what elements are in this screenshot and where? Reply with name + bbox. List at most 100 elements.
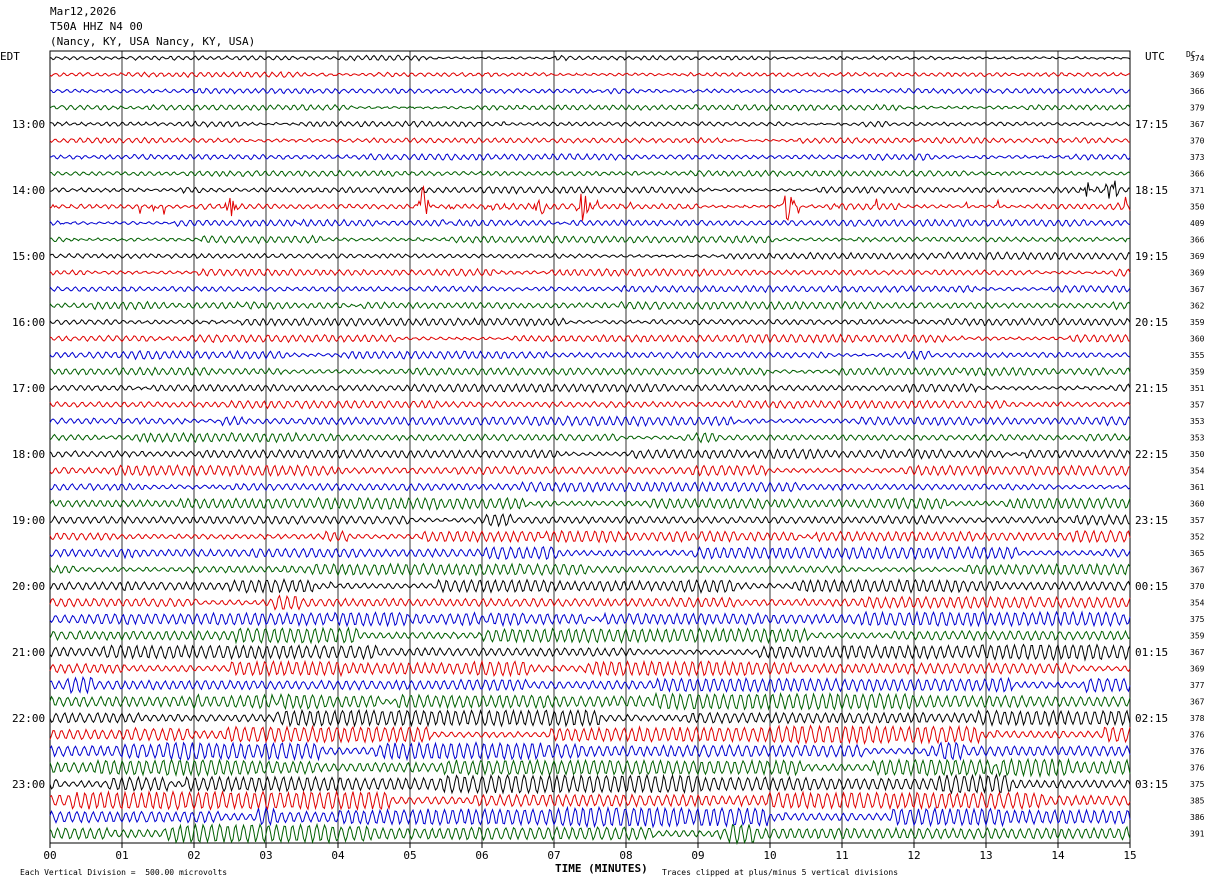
trace-row (49, 382, 1131, 394)
trace-row (49, 136, 1131, 145)
dc-offset-label: 369 (1190, 71, 1205, 80)
dc-offset-label: 385 (1190, 797, 1205, 806)
utc-hour-label: 19:15 (1135, 250, 1168, 263)
utc-hour-label: 03:15 (1135, 778, 1168, 791)
dc-offset-label: 360 (1190, 335, 1205, 344)
dc-offset-label: 359 (1190, 368, 1205, 377)
trace-row (49, 284, 1131, 294)
trace-row (49, 594, 1131, 611)
dc-offset-label: 376 (1190, 747, 1205, 756)
dc-offset-label: 357 (1190, 516, 1205, 525)
trace-row (49, 185, 1131, 221)
dc-offset-label: 409 (1190, 219, 1205, 228)
edt-hour-label: 16:00 (12, 316, 45, 329)
dc-offset-label: 370 (1190, 582, 1205, 591)
trace-row (49, 300, 1131, 311)
dc-offset-label: 359 (1190, 318, 1205, 327)
x-tick-label: 10 (763, 849, 776, 862)
trace-row (49, 513, 1131, 528)
x-tick-label: 05 (403, 849, 416, 862)
dc-offset-label: 375 (1190, 615, 1205, 624)
header-location: (Nancy, KY, USA Nancy, KY, USA) (50, 35, 256, 48)
x-tick-label: 06 (475, 849, 488, 862)
dc-offset-label: 374 (1190, 54, 1205, 63)
dc-offset-label: 353 (1190, 417, 1205, 426)
dc-offset-label: 370 (1190, 137, 1205, 146)
dc-offset-label: 354 (1190, 599, 1205, 608)
trace-row (49, 773, 1131, 795)
trace-row (49, 757, 1131, 779)
dc-label: DC (1186, 50, 1196, 59)
edt-hour-label: 14:00 (12, 184, 45, 197)
trace-row (49, 463, 1131, 478)
utc-hour-label: 18:15 (1135, 184, 1168, 197)
footer-scale-note: Each Vertical Division = 500.00 microvol… (20, 868, 228, 877)
trace-row (49, 317, 1131, 327)
trace-row (49, 643, 1131, 662)
minute-grid (49, 50, 1131, 848)
utc-axis-label: UTC (1145, 50, 1165, 63)
dc-offset-label: 391 (1190, 830, 1205, 839)
trace-row (49, 169, 1131, 178)
dc-offset-label: 367 (1190, 648, 1205, 657)
dc-offset-label: 361 (1190, 483, 1205, 492)
edt-hour-label: 18:00 (12, 448, 45, 461)
edt-axis-label: EDT (0, 50, 20, 63)
footer-clip-note: Traces clipped at plus/minus 5 vertical … (662, 868, 899, 877)
trace-row (49, 415, 1131, 428)
trace-row (49, 822, 1131, 846)
trace-row (49, 71, 1131, 79)
dc-offset-label: 366 (1190, 236, 1205, 245)
edt-hour-label: 13:00 (12, 118, 45, 131)
edt-hour-label: 21:00 (12, 646, 45, 659)
dc-offset-label: 367 (1190, 120, 1205, 129)
x-tick-label: 09 (691, 849, 704, 862)
trace-row (49, 234, 1131, 245)
x-tick-label: 04 (331, 849, 345, 862)
dc-offset-label: 366 (1190, 170, 1205, 179)
seismic-traces (49, 54, 1131, 846)
utc-hour-label: 20:15 (1135, 316, 1168, 329)
trace-row (49, 626, 1131, 645)
utc-hour-label: 22:15 (1135, 448, 1168, 461)
edt-hour-label: 22:00 (12, 712, 45, 725)
trace-row (49, 448, 1131, 460)
trace-row (49, 496, 1131, 512)
dc-offset-label: 376 (1190, 764, 1205, 773)
dc-offset-label: 366 (1190, 87, 1205, 96)
trace-row (49, 545, 1131, 561)
dc-offset-label: 369 (1190, 252, 1205, 261)
trace-row (49, 676, 1131, 695)
trace-row (49, 480, 1131, 494)
trace-row (49, 805, 1131, 829)
trace-row (49, 180, 1131, 199)
trace-row (49, 349, 1131, 361)
trace-row (49, 333, 1131, 345)
x-tick-label: 08 (619, 849, 632, 862)
dc-offset-label: 367 (1190, 698, 1205, 707)
utc-hour-label: 23:15 (1135, 514, 1168, 527)
edt-hour-label: 23:00 (12, 778, 45, 791)
dc-offset-label: 352 (1190, 533, 1205, 542)
x-tick-label: 14 (1051, 849, 1065, 862)
dc-offset-label: 350 (1190, 450, 1205, 459)
dc-offset-label: 386 (1190, 813, 1205, 822)
x-tick-label: 00 (43, 849, 56, 862)
trace-row (49, 724, 1131, 746)
dc-offset-label: 350 (1190, 203, 1205, 212)
header-date: Mar12,2026 (50, 5, 117, 18)
trace-row (49, 251, 1131, 261)
x-tick-label: 02 (187, 849, 200, 862)
edt-hour-label: 20:00 (12, 580, 45, 593)
dc-offset-label: 367 (1190, 285, 1205, 294)
dc-offset-label: 355 (1190, 351, 1205, 360)
dc-offset-label: 362 (1190, 302, 1205, 311)
trace-row (49, 54, 1131, 62)
trace-row (49, 610, 1131, 628)
edt-hour-label: 19:00 (12, 514, 45, 527)
dc-offset-label: 376 (1190, 731, 1205, 740)
edt-hour-label: 15:00 (12, 250, 45, 263)
trace-row (49, 267, 1131, 278)
dc-offset-label: 357 (1190, 401, 1205, 410)
